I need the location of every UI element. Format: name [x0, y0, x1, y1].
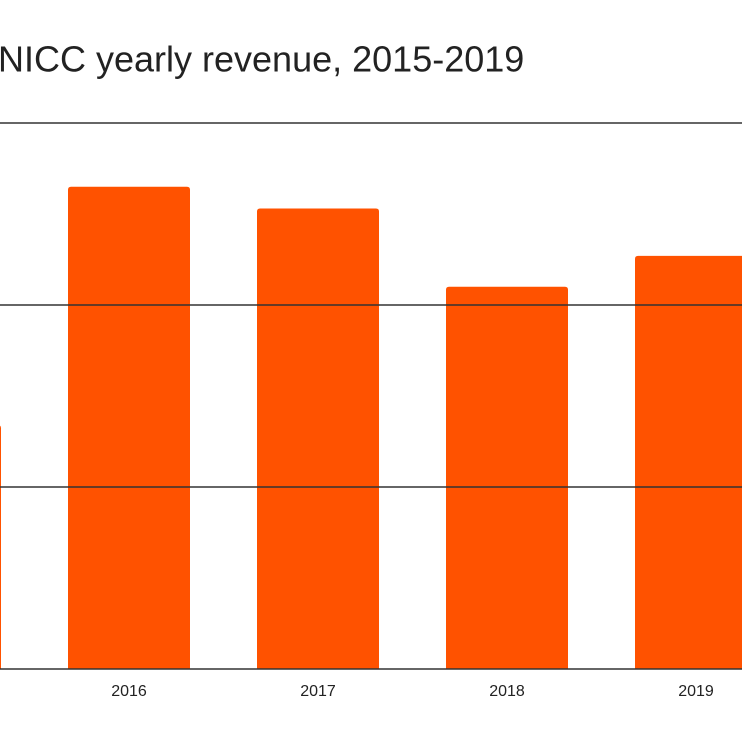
- bar: [68, 186, 190, 669]
- bar: [257, 208, 379, 670]
- x-tick-label: 2017: [300, 683, 336, 700]
- x-tick-label: 2019: [678, 683, 714, 700]
- chart-title: NICC yearly revenue, 2015-2019: [0, 39, 524, 80]
- x-tick-label: 2016: [111, 683, 147, 700]
- bar: [0, 425, 1, 669]
- bar: [446, 286, 568, 669]
- bar: [635, 255, 742, 669]
- x-tick-label: 2018: [489, 683, 525, 700]
